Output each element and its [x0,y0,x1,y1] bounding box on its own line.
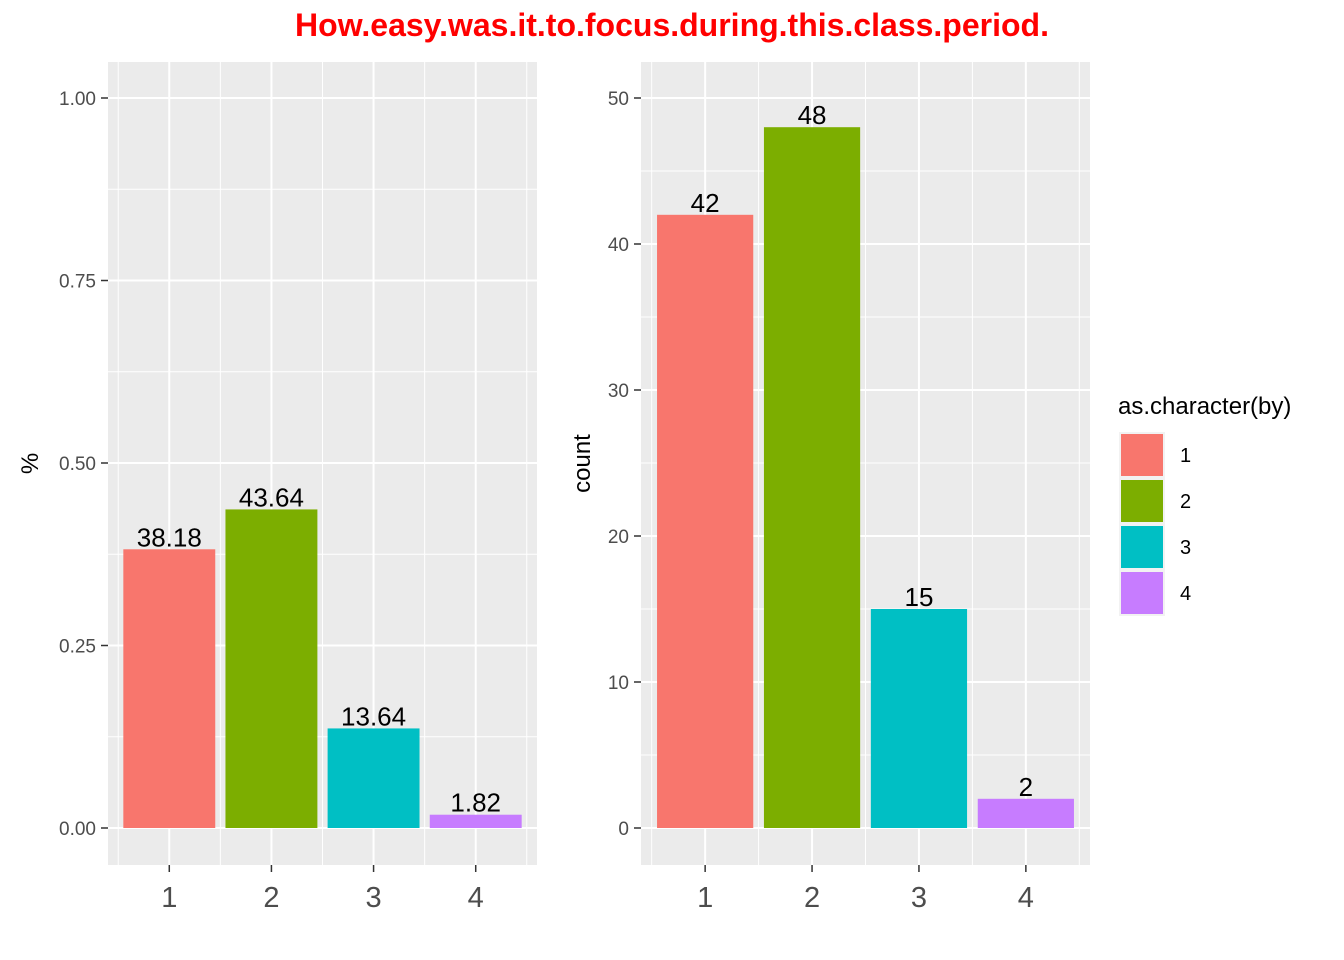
y-tick-label: 50 [608,89,629,110]
bar-3 [870,609,968,828]
bar-4 [977,798,1074,828]
data-label: 13.64 [341,701,406,731]
y-tick-label: 0.00 [59,819,96,840]
data-label: 38.18 [137,522,202,552]
y-tick-label: 0.25 [59,637,96,658]
data-label: 2 [1019,772,1033,802]
legend-title: as.character(by) [1118,393,1291,420]
x-tick-label: 4 [468,882,484,914]
legend-key-2 [1121,480,1163,522]
x-tick-label: 3 [911,882,927,914]
y-axis-label: count [569,434,596,493]
x-tick-label: 2 [804,882,820,914]
y-tick-label: 1.00 [59,89,96,110]
bar-2 [225,509,318,828]
legend-label: 4 [1180,583,1191,605]
legend-label: 1 [1180,445,1191,467]
legend-key-1 [1121,434,1163,476]
x-tick-label: 4 [1018,882,1034,914]
data-label: 1.82 [450,788,501,818]
data-label: 15 [904,582,933,612]
legend-label: 2 [1180,491,1191,513]
y-tick-label: 0.50 [59,454,96,475]
bar-2 [763,127,861,828]
legend-key-4 [1121,572,1163,614]
y-tick-label: 30 [608,381,629,402]
x-tick-label: 1 [161,882,177,914]
chart-title: How.easy.was.it.to.focus.during.this.cla… [295,7,1049,43]
y-tick-label: 0.75 [59,272,96,293]
legend-key-3 [1121,526,1163,568]
x-tick-label: 2 [263,882,279,914]
data-label: 48 [798,100,827,130]
y-tick-label: 0 [618,819,629,840]
y-axis-label: % [17,453,44,474]
bar-1 [123,549,216,828]
bar-3 [327,728,420,828]
x-tick-label: 3 [366,882,382,914]
y-tick-label: 20 [608,527,629,548]
percent-chart-panel: 0.00 0.25 0.50 0.75 1.00 1 2 3 4 38.18 43.64 13.64 1… [17,62,537,914]
y-tick-label: 40 [608,235,629,256]
bar-4 [429,814,522,828]
legend: as.character(by) 1 2 3 4 [1118,393,1291,616]
data-label: 43.64 [239,482,304,512]
bar-1 [657,214,754,829]
data-label: 42 [691,188,720,218]
x-tick-label: 1 [697,882,713,914]
y-tick-label: 10 [608,673,629,694]
count-chart-panel: 0 10 20 30 40 50 1 2 3 4 42 48 15 2 count [569,62,1090,914]
legend-label: 3 [1180,537,1191,559]
